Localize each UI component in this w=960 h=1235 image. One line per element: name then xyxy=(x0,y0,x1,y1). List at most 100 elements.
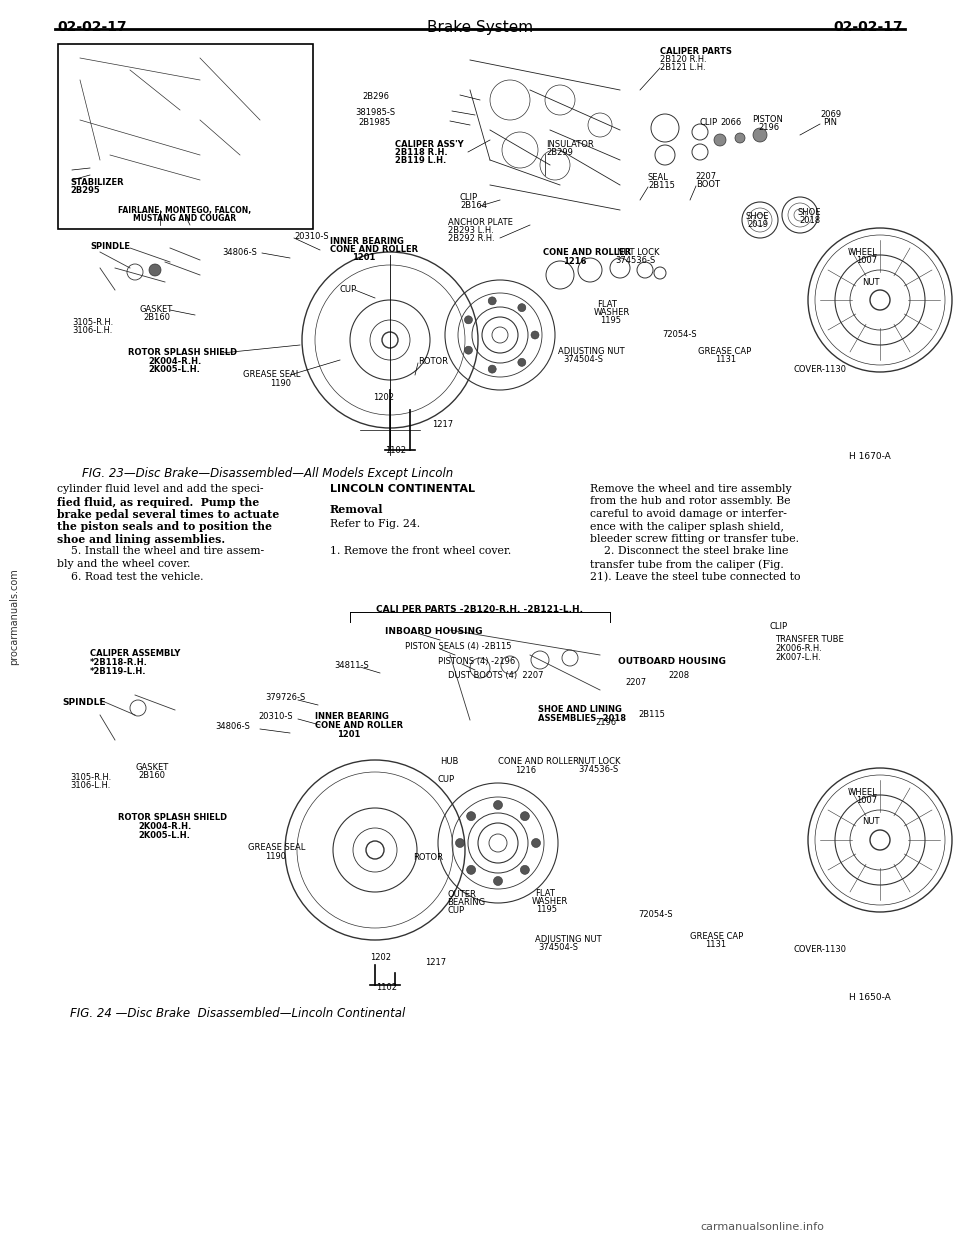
Text: 2196: 2196 xyxy=(758,124,780,132)
Text: CALIPER ASS'Y: CALIPER ASS'Y xyxy=(395,140,464,149)
Text: COVER-1130: COVER-1130 xyxy=(793,945,846,953)
Text: ANCHOR PLATE: ANCHOR PLATE xyxy=(448,219,513,227)
Text: 1195: 1195 xyxy=(536,905,557,914)
Text: PIN: PIN xyxy=(823,119,837,127)
Text: 2069: 2069 xyxy=(820,110,841,119)
Text: 5. Install the wheel and tire assem-: 5. Install the wheel and tire assem- xyxy=(57,547,264,557)
Circle shape xyxy=(85,63,90,68)
Circle shape xyxy=(520,866,529,874)
Text: GASKET: GASKET xyxy=(135,763,168,772)
Text: OUTER: OUTER xyxy=(447,890,476,899)
Text: PISTON: PISTON xyxy=(752,115,782,124)
Text: BEARING: BEARING xyxy=(447,898,485,906)
Text: 2B1985: 2B1985 xyxy=(358,119,391,127)
Circle shape xyxy=(489,296,496,305)
Text: SEAL: SEAL xyxy=(648,173,669,182)
Text: 2K004-R.H.: 2K004-R.H. xyxy=(148,357,202,366)
Circle shape xyxy=(98,59,103,64)
Text: 3106-L.H.: 3106-L.H. xyxy=(70,781,110,790)
Text: 1216: 1216 xyxy=(563,257,587,266)
Text: 6. Road test the vehicle.: 6. Road test the vehicle. xyxy=(57,572,204,582)
Text: NUT: NUT xyxy=(862,818,879,826)
Circle shape xyxy=(198,88,203,93)
Text: 1190: 1190 xyxy=(265,852,286,861)
Text: cylinder fluid level and add the speci-: cylinder fluid level and add the speci- xyxy=(57,484,263,494)
Text: 34806-S: 34806-S xyxy=(215,722,250,731)
Text: MUSTANG AND COUGAR: MUSTANG AND COUGAR xyxy=(133,214,236,224)
Text: CALIPER PARTS: CALIPER PARTS xyxy=(660,47,732,56)
Text: 1102: 1102 xyxy=(385,446,406,454)
Text: 1. Remove the front wheel cover.: 1. Remove the front wheel cover. xyxy=(330,546,512,556)
Text: WHEEL: WHEEL xyxy=(848,788,877,797)
Text: shoe and lining assemblies.: shoe and lining assemblies. xyxy=(57,534,226,545)
Text: 1190: 1190 xyxy=(270,379,291,388)
Text: 2K006-R.H.: 2K006-R.H. xyxy=(775,643,822,653)
Text: SPINDLE: SPINDLE xyxy=(90,242,130,251)
Text: 2K005-L.H.: 2K005-L.H. xyxy=(138,831,190,840)
Text: INNER BEARING: INNER BEARING xyxy=(330,237,404,246)
Circle shape xyxy=(517,358,526,367)
Text: 379726-S: 379726-S xyxy=(265,693,305,701)
Text: GREASE CAP: GREASE CAP xyxy=(698,347,752,356)
Text: 2B296: 2B296 xyxy=(362,91,389,101)
Text: CUP: CUP xyxy=(447,906,464,915)
Text: 2B295: 2B295 xyxy=(70,186,100,195)
Circle shape xyxy=(467,811,475,820)
Text: FLAT: FLAT xyxy=(597,300,617,309)
Text: 02-02-17: 02-02-17 xyxy=(833,20,903,35)
Text: 1217: 1217 xyxy=(425,958,446,967)
Text: 3105-R.H.: 3105-R.H. xyxy=(70,773,111,782)
Text: FIG. 23—Disc Brake—Disassembled—All Models Except Lincoln: FIG. 23—Disc Brake—Disassembled—All Mode… xyxy=(82,467,453,480)
Text: ADJUSTING NUT: ADJUSTING NUT xyxy=(558,347,625,356)
Circle shape xyxy=(467,866,475,874)
Text: CALIPER ASSEMBLY: CALIPER ASSEMBLY xyxy=(90,650,180,658)
Text: 2B120 R.H.: 2B120 R.H. xyxy=(660,56,707,64)
Text: *2B118-R.H.: *2B118-R.H. xyxy=(90,658,148,667)
Text: FIG. 24 —Disc Brake  Disassembled—Lincoln Continental: FIG. 24 —Disc Brake Disassembled—Lincoln… xyxy=(70,1007,405,1020)
Circle shape xyxy=(493,877,502,885)
Bar xyxy=(58,44,313,228)
Text: 2K004-R.H.: 2K004-R.H. xyxy=(138,823,191,831)
Text: H 1670-A: H 1670-A xyxy=(849,452,891,461)
Circle shape xyxy=(228,142,232,147)
Text: ROTOR: ROTOR xyxy=(418,357,448,366)
Text: CUP: CUP xyxy=(438,776,455,784)
Text: 374536-S: 374536-S xyxy=(578,764,618,774)
Text: 02-02-17: 02-02-17 xyxy=(57,20,127,35)
Text: PISTON SEALS (4) -2B115: PISTON SEALS (4) -2B115 xyxy=(405,642,512,651)
Text: NUT: NUT xyxy=(862,278,879,287)
Text: GREASE SEAL: GREASE SEAL xyxy=(243,370,300,379)
Text: 72054-S: 72054-S xyxy=(638,910,673,919)
Text: 3106-L.H.: 3106-L.H. xyxy=(72,326,112,335)
Text: ADJUSTING NUT: ADJUSTING NUT xyxy=(535,935,602,944)
Circle shape xyxy=(532,839,540,847)
Text: 20310-S: 20310-S xyxy=(294,232,328,241)
Text: WHEEL: WHEEL xyxy=(848,248,877,257)
Circle shape xyxy=(517,304,526,311)
Text: 374536-S: 374536-S xyxy=(615,256,656,266)
Circle shape xyxy=(218,98,223,103)
Circle shape xyxy=(465,316,472,324)
Text: 2B121 L.H.: 2B121 L.H. xyxy=(660,63,706,72)
Text: 2019: 2019 xyxy=(747,220,768,228)
Text: OUTBOARD HOUSING: OUTBOARD HOUSING xyxy=(618,657,726,666)
Text: 374504-S: 374504-S xyxy=(563,354,603,364)
Text: HUB: HUB xyxy=(440,757,458,766)
Circle shape xyxy=(489,366,496,373)
Text: WASHER: WASHER xyxy=(594,308,631,317)
Text: 2B292 R.H.: 2B292 R.H. xyxy=(448,233,494,243)
Text: fied fluid, as required.  Pump the: fied fluid, as required. Pump the xyxy=(57,496,259,508)
Circle shape xyxy=(149,264,161,275)
Text: 1007: 1007 xyxy=(856,797,877,805)
Text: 2207: 2207 xyxy=(695,172,716,182)
Text: 2B160: 2B160 xyxy=(143,312,170,322)
Text: Brake System: Brake System xyxy=(427,20,533,35)
Text: 2K005-L.H.: 2K005-L.H. xyxy=(148,366,200,374)
Text: 374504-S: 374504-S xyxy=(538,944,578,952)
Text: 1202: 1202 xyxy=(373,393,394,403)
Text: BOOT: BOOT xyxy=(696,180,720,189)
Text: Remove the wheel and tire assembly: Remove the wheel and tire assembly xyxy=(590,484,792,494)
Circle shape xyxy=(714,135,726,146)
Text: CONE AND ROLLER: CONE AND ROLLER xyxy=(330,245,419,254)
Text: GREASE SEAL: GREASE SEAL xyxy=(248,844,305,852)
